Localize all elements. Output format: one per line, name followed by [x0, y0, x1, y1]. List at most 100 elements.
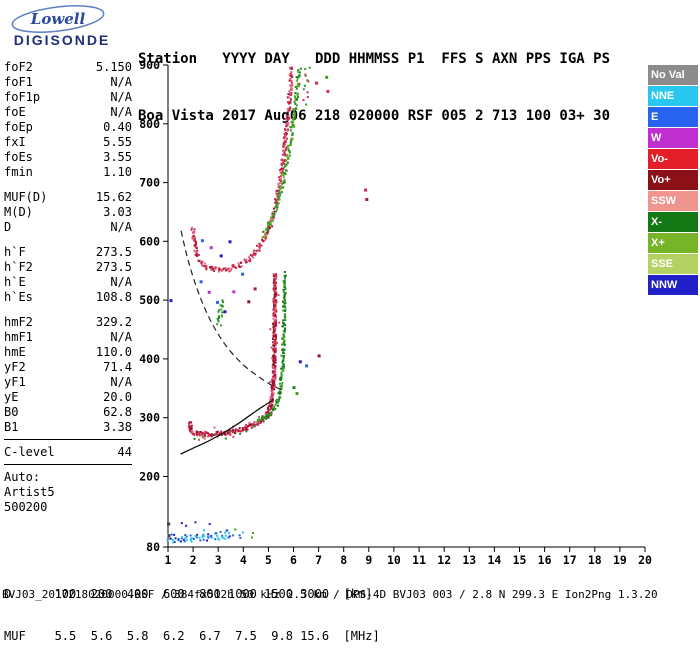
param-value: N/A	[110, 105, 132, 119]
param-label: 500200	[4, 500, 48, 514]
param-value: 15.62	[95, 190, 132, 204]
param-row-yf2: yF2 71.4	[4, 360, 132, 375]
svg-text:8: 8	[340, 553, 347, 567]
param-row-yf1: yF1 N/A	[4, 375, 132, 390]
svg-text:700: 700	[139, 176, 160, 190]
param-row-b0: B0 62.8	[4, 405, 132, 420]
legend-item-sse: SSE	[648, 254, 698, 274]
legend-item-x-: X-	[648, 212, 698, 232]
param-row-c-level: C-level 44	[4, 445, 132, 460]
param-value: 3.38	[103, 420, 132, 434]
param-value: N/A	[110, 75, 132, 89]
param-value: 329.2	[95, 315, 132, 329]
param-row-artist5: Artist5	[4, 485, 132, 500]
param-value: 5.150	[95, 60, 132, 74]
svg-text:900: 900	[139, 58, 160, 72]
param-label: MUF(D)	[4, 190, 48, 204]
header-station-values: Boa Vista 2017 Aug06 218 020000 RSF 005 …	[138, 108, 611, 124]
param-row-b1: B1 3.38	[4, 420, 132, 435]
param-value: 273.5	[95, 245, 132, 259]
param-row-hme: hmE 110.0	[4, 345, 132, 360]
svg-text:9: 9	[365, 553, 372, 567]
param-label: fmin	[4, 165, 33, 179]
param-row-hmf1: hmF1 N/A	[4, 330, 132, 345]
param-row-h-es: h`Es 108.8	[4, 290, 132, 305]
param-label: h`F	[4, 245, 26, 259]
svg-text:19: 19	[613, 553, 627, 567]
svg-text:800: 800	[139, 117, 160, 131]
param-label: Auto:	[4, 470, 41, 484]
param-value: 3.55	[103, 150, 132, 164]
svg-text:5: 5	[265, 553, 272, 567]
legend-item-no-val: No Val	[648, 65, 698, 85]
svg-text:11: 11	[412, 553, 426, 567]
legend-item-e: E	[648, 107, 698, 127]
svg-text:400: 400	[139, 352, 160, 366]
svg-text:200: 200	[139, 470, 160, 484]
d-row: D 100 200 400 600 800 1000 1500 3000 [km…	[4, 587, 373, 601]
digisonde-logo: Lowell DIGISONDE	[6, 4, 128, 52]
param-value: N/A	[110, 330, 132, 344]
param-row-500200: 500200	[4, 500, 132, 515]
legend-item-ssw: SSW	[648, 191, 698, 211]
param-row-fof1p: foF1p N/A	[4, 90, 132, 105]
param-row-fxi: fxI 5.55	[4, 135, 132, 150]
param-label: B1	[4, 420, 19, 434]
param-label: yE	[4, 390, 19, 404]
param-value: N/A	[110, 375, 132, 389]
orbit-ellipse-icon	[11, 5, 105, 33]
param-label: h`F2	[4, 260, 33, 274]
param-label: C-level	[4, 445, 55, 459]
param-label: foEs	[4, 150, 33, 164]
legend-item-x-: X+	[648, 233, 698, 253]
param-label: yF2	[4, 360, 26, 374]
param-group: foF2 5.150 foF1 N/A foF1p N/A foE N/A foEp 0.40 fx…	[4, 60, 132, 180]
svg-text:500: 500	[139, 293, 160, 307]
svg-text:80: 80	[146, 540, 160, 554]
param-value: N/A	[110, 220, 132, 234]
param-label: foE	[4, 105, 26, 119]
param-value: 71.4	[103, 360, 132, 374]
param-label: foF1p	[4, 90, 41, 104]
param-row-h-f2: h`F2 273.5	[4, 260, 132, 275]
status-line: BVJ03_2017218020000.RSF / 384fx512h 50 k…	[2, 588, 658, 601]
legend-item-vo-: Vo-	[648, 149, 698, 169]
param-value: 108.8	[95, 290, 132, 304]
param-row-fof1: foF1 N/A	[4, 75, 132, 90]
lowell-orbit-logo: Lowell DIGISONDE	[11, 5, 108, 48]
param-label: B0	[4, 405, 19, 419]
param-value: 110.0	[95, 345, 132, 359]
param-label: Artist5	[4, 485, 55, 499]
param-label: h`E	[4, 275, 26, 289]
doppler-direction-legend: No Val NNE E W Vo- Vo+ SSW X- X+ SSE NNW	[648, 65, 698, 296]
muf-row: MUF 5.5 5.6 5.8 6.2 6.7 7.5 9.8 15.6 [MH…	[4, 629, 380, 643]
legend-item-nnw: NNW	[648, 275, 698, 295]
svg-text:18: 18	[588, 553, 602, 567]
param-label: D	[4, 220, 12, 234]
param-row-foe: foE N/A	[4, 105, 132, 120]
svg-text:300: 300	[139, 411, 160, 425]
svg-text:7: 7	[315, 553, 322, 567]
svg-text:14: 14	[487, 553, 501, 567]
param-group: hmF2 329.2 hmF1 N/A hmE 110.0 yF2 71.4 yF1 N/A yE 2…	[4, 315, 132, 440]
svg-text:3: 3	[215, 553, 222, 567]
header-column-titles: Station YYYY DAY DDD HHMMSS P1 FFS S AXN…	[138, 51, 611, 67]
param-group: C-level 44	[4, 445, 132, 465]
legend-item-w: W	[648, 128, 698, 148]
svg-text:1: 1	[165, 553, 172, 567]
svg-text:13: 13	[462, 553, 476, 567]
param-row-h-f: h`F 273.5	[4, 245, 132, 260]
logo-lowell-text: Lowell	[30, 10, 86, 28]
param-label: h`Es	[4, 290, 33, 304]
param-row-ye: yE 20.0	[4, 390, 132, 405]
param-group: Auto: Artist5 500200	[4, 470, 132, 515]
param-group: MUF(D) 15.62 M(D) 3.03 D N/A	[4, 190, 132, 235]
param-label: foF1	[4, 75, 33, 89]
param-label: M(D)	[4, 205, 33, 219]
param-label: fxI	[4, 135, 26, 149]
svg-text:600: 600	[139, 234, 160, 248]
param-label: hmF2	[4, 315, 33, 329]
param-label: hmE	[4, 345, 26, 359]
param-value: 62.8	[103, 405, 132, 419]
